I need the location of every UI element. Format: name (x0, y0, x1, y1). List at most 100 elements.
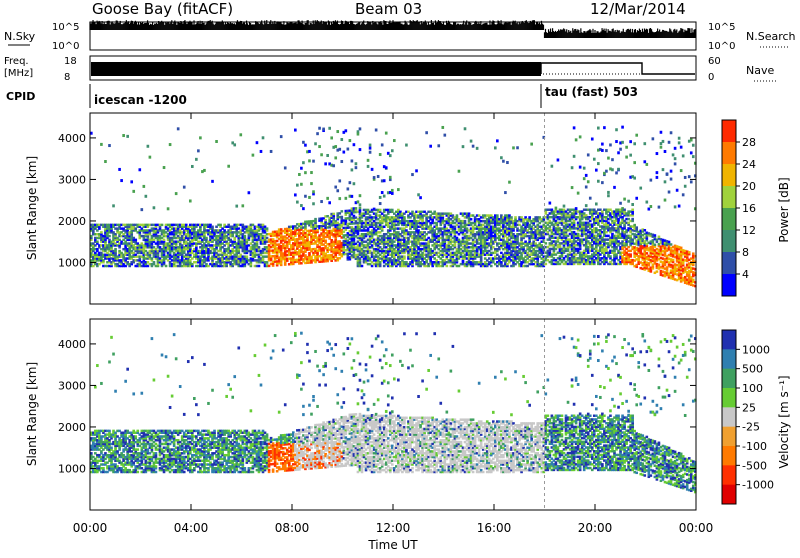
cpid-label: CPID (6, 90, 35, 103)
heat-cell (472, 145, 475, 148)
heat-cell (381, 191, 384, 194)
heat-cell (379, 153, 382, 156)
heat-cell (338, 148, 341, 151)
heat-cell (385, 132, 388, 135)
heat-cell (369, 144, 372, 147)
heat-cell (300, 204, 303, 207)
heat-cell (132, 190, 135, 193)
heat-cell (514, 216, 517, 218)
heat-cell (112, 204, 115, 207)
heat-cell (530, 143, 533, 146)
noise-left-tick-top: 10^5 (52, 22, 79, 33)
heat-cell (262, 136, 265, 139)
heat-cell (349, 139, 352, 142)
cpid-segment-2: tau (fast) 503 (545, 85, 638, 99)
heat-cell (298, 173, 301, 176)
heat-cell (334, 145, 337, 148)
heat-cell (191, 165, 194, 168)
heat-cell (383, 179, 386, 182)
heat-cell (379, 202, 382, 205)
heat-cell (340, 160, 343, 163)
heat-cell (377, 175, 380, 178)
heat-cell (367, 165, 370, 168)
heat-cell (108, 235, 111, 237)
heat-cell (357, 133, 360, 136)
heat-cell (334, 156, 337, 159)
heat-cell (233, 143, 236, 146)
heat-cell (239, 133, 242, 136)
heat-cell (355, 166, 358, 169)
heat-cell (425, 131, 428, 134)
heat-cell (242, 204, 245, 207)
heat-cell (199, 136, 202, 139)
heat-cell (347, 148, 350, 151)
heat-cell (328, 127, 331, 130)
heat-cell (462, 145, 465, 148)
heat-cell (391, 209, 394, 211)
noise-right-tick-bottom: 10^0 (708, 41, 735, 52)
heat-cell (300, 183, 303, 186)
beam-label: Beam 03 (355, 0, 422, 18)
heat-cell (504, 191, 507, 194)
heat-cell (355, 162, 358, 165)
heat-cell (470, 218, 473, 220)
heat-cell (294, 193, 297, 196)
heat-cell (302, 161, 305, 164)
heat-cell (215, 140, 218, 143)
heat-cell (359, 194, 362, 197)
heat-cell (441, 126, 444, 129)
heat-cell (494, 146, 497, 149)
heat-cell (389, 176, 392, 179)
heat-cell (359, 148, 362, 151)
heat-cell (385, 166, 388, 169)
heat-cell (258, 265, 261, 267)
heat-cell (304, 144, 307, 147)
heat-cell (324, 239, 327, 241)
freq-left-tick-bottom: 8 (64, 72, 70, 83)
heat-cell (312, 160, 315, 163)
heat-cell (516, 146, 519, 149)
heat-cell (379, 209, 382, 211)
heat-cell (258, 246, 261, 248)
heat-cell (145, 195, 148, 198)
heat-cell (403, 255, 406, 257)
heat-cell (114, 248, 117, 250)
heat-cell (405, 144, 408, 147)
noise-left-label: N.Sky (4, 30, 36, 43)
noise-trace (90, 20, 695, 38)
heat-cell (351, 159, 354, 162)
heat-cell (169, 143, 172, 146)
heat-cell (345, 197, 348, 200)
heat-cell (167, 207, 170, 210)
heat-cell (361, 265, 364, 267)
heat-cell (528, 216, 531, 218)
heat-cell (351, 195, 354, 198)
heat-cell (312, 202, 315, 205)
heat-cell (391, 192, 394, 195)
freq-fill-bar (91, 62, 541, 76)
heat-cell (304, 171, 307, 174)
heat-cell (100, 143, 103, 146)
heat-cell (195, 158, 198, 161)
heat-cell (340, 216, 343, 218)
heat-cell (326, 197, 329, 200)
heat-cell (296, 201, 299, 204)
heat-cell (496, 139, 499, 142)
heat-cell (252, 154, 255, 157)
heat-cell (338, 179, 341, 182)
heat-cell (353, 182, 356, 185)
heat-cell (163, 166, 166, 169)
heat-cell (270, 150, 273, 153)
heat-cell (490, 265, 493, 267)
heat-cell (379, 196, 382, 199)
heat-cell (383, 195, 386, 198)
heat-cell (314, 142, 317, 145)
heat-cell (446, 265, 449, 267)
heat-cell (419, 196, 422, 199)
freq-right-tick-top: 60 (708, 56, 721, 67)
heat-cell (314, 218, 317, 220)
heat-cell (153, 261, 156, 263)
noise-right-tick-top: 10^5 (708, 22, 735, 33)
